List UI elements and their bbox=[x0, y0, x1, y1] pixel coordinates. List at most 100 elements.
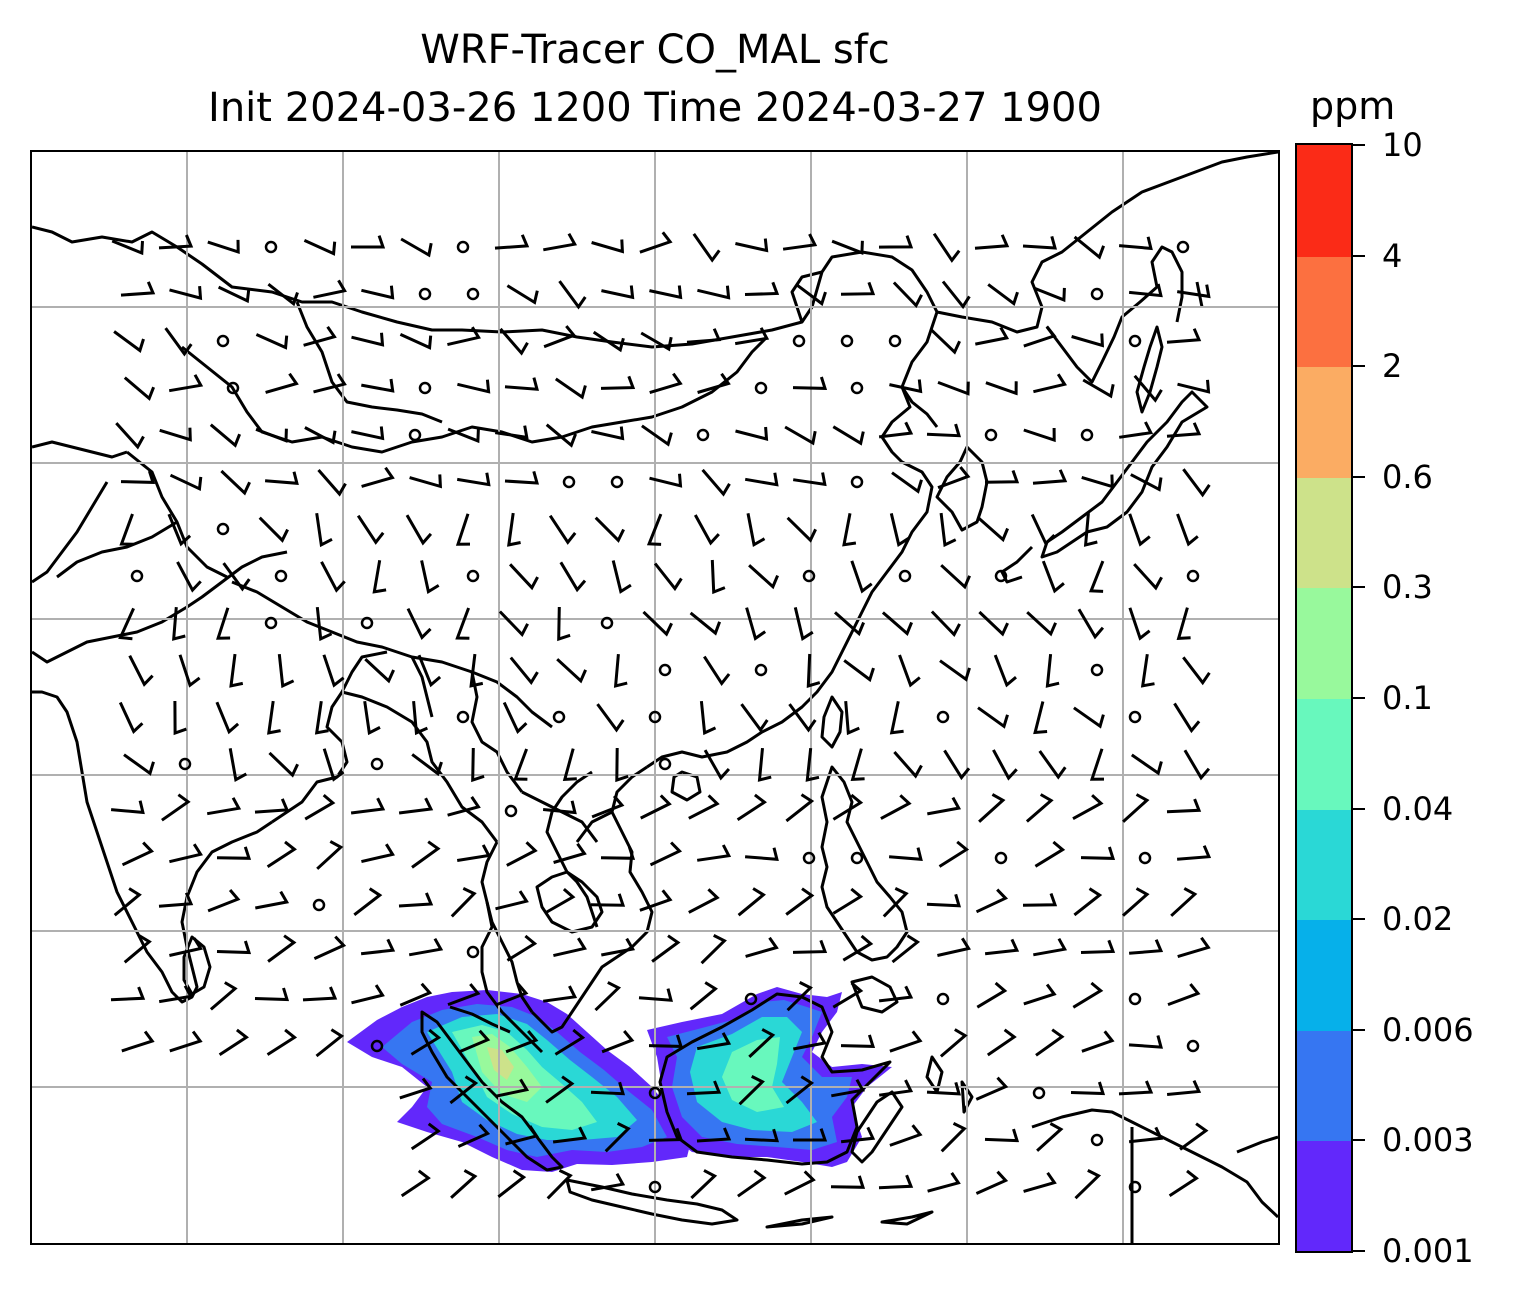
wind-barb bbox=[471, 747, 485, 783]
wind-barb bbox=[1082, 378, 1115, 399]
colorbar-segment bbox=[1297, 255, 1351, 368]
wind-barb bbox=[937, 380, 970, 396]
wind-barb bbox=[320, 561, 346, 593]
calm-wind-marker bbox=[1090, 663, 1104, 677]
wind-barb bbox=[640, 331, 673, 352]
wind-barb bbox=[499, 327, 529, 356]
wind-barb bbox=[1036, 1122, 1064, 1152]
calm-wind-marker bbox=[610, 475, 624, 489]
wind-barb bbox=[1033, 701, 1048, 735]
wind-barb bbox=[447, 796, 481, 817]
calm-wind-marker bbox=[178, 757, 192, 771]
wind-barb bbox=[786, 516, 817, 543]
wind-barb bbox=[1170, 887, 1198, 917]
colorbar-tick-label: 0.6 bbox=[1382, 457, 1433, 496]
wind-barb bbox=[1022, 892, 1058, 907]
wind-barb bbox=[646, 513, 663, 546]
wind-barb bbox=[736, 793, 767, 822]
wind-barb bbox=[1166, 328, 1202, 344]
wind-barb bbox=[893, 751, 923, 779]
wind-barb bbox=[648, 1034, 684, 1048]
wind-barb bbox=[737, 1169, 767, 1198]
wind-barb bbox=[1168, 1169, 1199, 1197]
wind-barb bbox=[976, 981, 1008, 1009]
wind-barb bbox=[111, 239, 144, 256]
wind-barb bbox=[456, 844, 492, 862]
wind-barb bbox=[351, 235, 386, 249]
wind-barb bbox=[509, 656, 539, 685]
calm-wind-marker bbox=[1128, 992, 1142, 1006]
wind-barb bbox=[701, 468, 731, 497]
wind-barb bbox=[447, 983, 481, 1007]
wind-barb bbox=[615, 747, 629, 783]
wind-barb bbox=[450, 887, 477, 918]
wind-barb bbox=[591, 795, 625, 819]
calm-wind-marker bbox=[456, 240, 470, 254]
wind-barb bbox=[158, 985, 194, 1004]
wind-barb bbox=[1045, 653, 1060, 688]
colorbar-tick-label: 0.02 bbox=[1382, 900, 1454, 939]
colorbar-tick bbox=[1353, 365, 1365, 368]
wind-barb bbox=[258, 516, 289, 543]
wind-barb bbox=[400, 1169, 431, 1198]
wind-barb bbox=[411, 840, 441, 869]
wind-barb bbox=[590, 1172, 626, 1192]
calm-wind-marker bbox=[802, 569, 816, 583]
calm-wind-marker bbox=[312, 898, 326, 912]
wind-barb bbox=[889, 700, 904, 735]
calm-wind-marker bbox=[264, 616, 278, 630]
wind-barb bbox=[228, 748, 248, 783]
wind-barb bbox=[542, 985, 578, 1003]
colorbar-segment bbox=[1297, 476, 1351, 589]
wind-barb bbox=[840, 1126, 876, 1144]
wind-barb bbox=[303, 325, 337, 347]
wind-barb bbox=[215, 701, 240, 735]
wind-barb bbox=[1026, 611, 1057, 637]
calm-wind-marker bbox=[898, 569, 912, 583]
wind-barbs bbox=[110, 231, 1212, 1200]
wind-barb bbox=[1073, 706, 1105, 729]
wind-barb bbox=[891, 934, 921, 964]
wind-barb bbox=[1023, 983, 1057, 1006]
calm-wind-marker bbox=[658, 663, 672, 677]
wind-barb bbox=[169, 1030, 203, 1053]
wind-barb bbox=[748, 564, 779, 590]
wind-barb bbox=[254, 798, 290, 814]
wind-barb bbox=[746, 513, 766, 548]
wind-barb bbox=[1128, 1126, 1164, 1144]
wind-barb bbox=[748, 1028, 776, 1058]
wind-barb bbox=[692, 233, 721, 263]
wind-barb bbox=[450, 1169, 478, 1199]
wind-barb bbox=[506, 284, 539, 305]
calm-wind-marker bbox=[648, 1180, 662, 1194]
wind-barb bbox=[926, 1081, 962, 1096]
calm-wind-marker bbox=[936, 992, 950, 1006]
wind-barb bbox=[554, 1028, 586, 1056]
wind-barb bbox=[1080, 939, 1116, 954]
tracer-plume-west bbox=[347, 990, 692, 1172]
colorbar-segment bbox=[1297, 1029, 1351, 1142]
wind-barb bbox=[850, 560, 873, 594]
wind-barb bbox=[356, 514, 385, 545]
wind-barb bbox=[1166, 422, 1202, 438]
wind-barb bbox=[832, 981, 864, 1009]
wind-barb bbox=[591, 426, 625, 441]
calm-wind-marker bbox=[936, 710, 950, 724]
wind-barb bbox=[1177, 379, 1211, 394]
wind-barb bbox=[562, 748, 577, 782]
wind-barb bbox=[206, 797, 242, 816]
wind-barb bbox=[408, 937, 444, 957]
wind-barb bbox=[878, 985, 914, 1003]
wind-barb bbox=[118, 701, 144, 735]
wind-barb bbox=[495, 983, 529, 1007]
wind-barb bbox=[554, 377, 587, 400]
calm-wind-marker bbox=[466, 945, 480, 959]
wind-barb bbox=[119, 513, 134, 546]
wind-barb bbox=[216, 607, 231, 640]
wind-barb bbox=[400, 237, 433, 258]
wind-barb bbox=[494, 425, 529, 440]
wind-barb bbox=[889, 513, 910, 547]
wind-barb bbox=[495, 890, 529, 911]
colorbar-tick-label: 0.006 bbox=[1382, 1010, 1474, 1049]
calm-wind-marker bbox=[850, 381, 864, 395]
